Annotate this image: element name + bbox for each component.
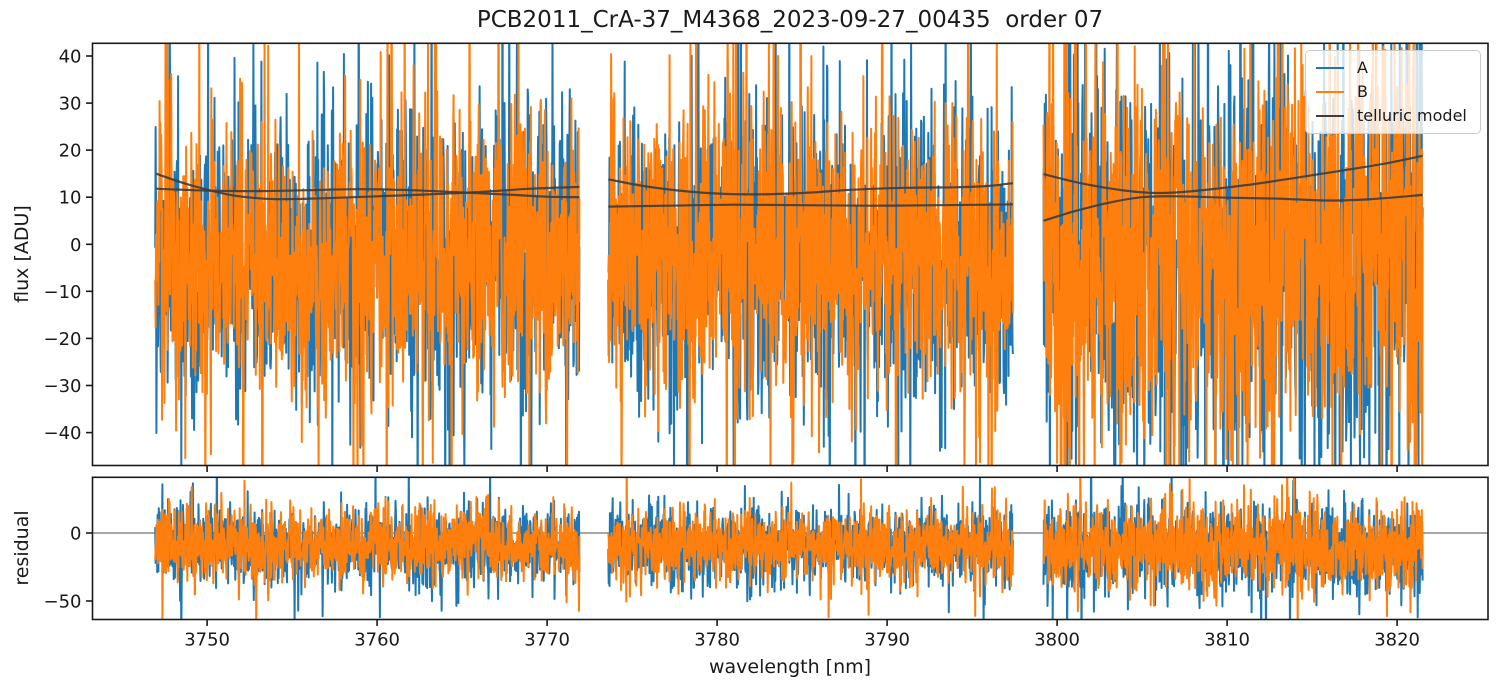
telluric-model-line-1-segment-3 <box>1043 154 1423 195</box>
y-tick-label: 20 <box>59 141 82 162</box>
series-B-residual-segment-2 <box>607 477 1014 619</box>
y-tick-label: 0 <box>70 524 81 545</box>
y-tick-label: −30 <box>44 376 82 397</box>
x-tick-label: 3770 <box>524 630 570 651</box>
x-tick-label: 3800 <box>1034 630 1080 651</box>
series-B-flux-segment-2 <box>607 43 1014 466</box>
panel-residual-spines <box>91 476 1489 621</box>
x-tick-label: 3780 <box>694 630 740 651</box>
y-tick-label: 10 <box>59 188 82 209</box>
x-tick-label: 3810 <box>1204 630 1250 651</box>
legend-item-b-label: B <box>1357 82 1368 101</box>
x-tick-label: 3790 <box>864 630 910 651</box>
y-tick-label: −20 <box>44 329 82 350</box>
plot-title: PCB2011_CrA-37_M4368_2023-09-27_00435 or… <box>476 7 1104 33</box>
legend-item-a-label: A <box>1357 58 1368 77</box>
series-B-flux-segment-1 <box>154 43 581 466</box>
panel-residual-data <box>92 477 1488 620</box>
legend-item-telluric-model: telluric model <box>1306 108 1480 124</box>
telluric-model-line-2-segment-2 <box>608 203 1013 208</box>
y-tick-label: −10 <box>44 282 82 303</box>
telluric-model-line-2-segment-1 <box>156 187 580 199</box>
y-tick-label: 0 <box>70 235 81 256</box>
x-tick-label: 3750 <box>184 630 230 651</box>
series-B-flux-segment-3 <box>1042 43 1424 466</box>
series-b-line-swatch <box>1316 91 1344 93</box>
y-tick-label: −40 <box>44 423 82 444</box>
residual-axis-label: residual <box>11 510 33 586</box>
legend: A B telluric model <box>1305 50 1481 134</box>
y-tick-label: −50 <box>44 592 82 613</box>
panel-flux-data <box>154 43 1424 466</box>
legend-item-telluric-model-label: telluric model <box>1357 106 1467 125</box>
series-B-residual-segment-1 <box>154 479 581 620</box>
series-a-line-swatch <box>1316 67 1344 69</box>
legend-item-b: B <box>1306 84 1480 100</box>
telluric-model-line-2-segment-3 <box>1043 193 1423 222</box>
x-tick-label: 3760 <box>354 630 400 651</box>
flux-axis-label: flux [ADU] <box>11 205 33 303</box>
telluric-model-line-swatch <box>1316 115 1344 117</box>
x-tick-label: 3820 <box>1374 630 1420 651</box>
legend-item-a: A <box>1306 60 1480 76</box>
wavelength-axis-label: wavelength [nm] <box>708 656 872 678</box>
y-tick-label: 30 <box>59 94 82 115</box>
panel-flux-spines <box>91 42 1489 467</box>
y-tick-label: 40 <box>59 47 82 68</box>
series-B-residual-segment-3 <box>1042 477 1424 620</box>
telluric-model-line-1-segment-2 <box>608 178 1014 196</box>
